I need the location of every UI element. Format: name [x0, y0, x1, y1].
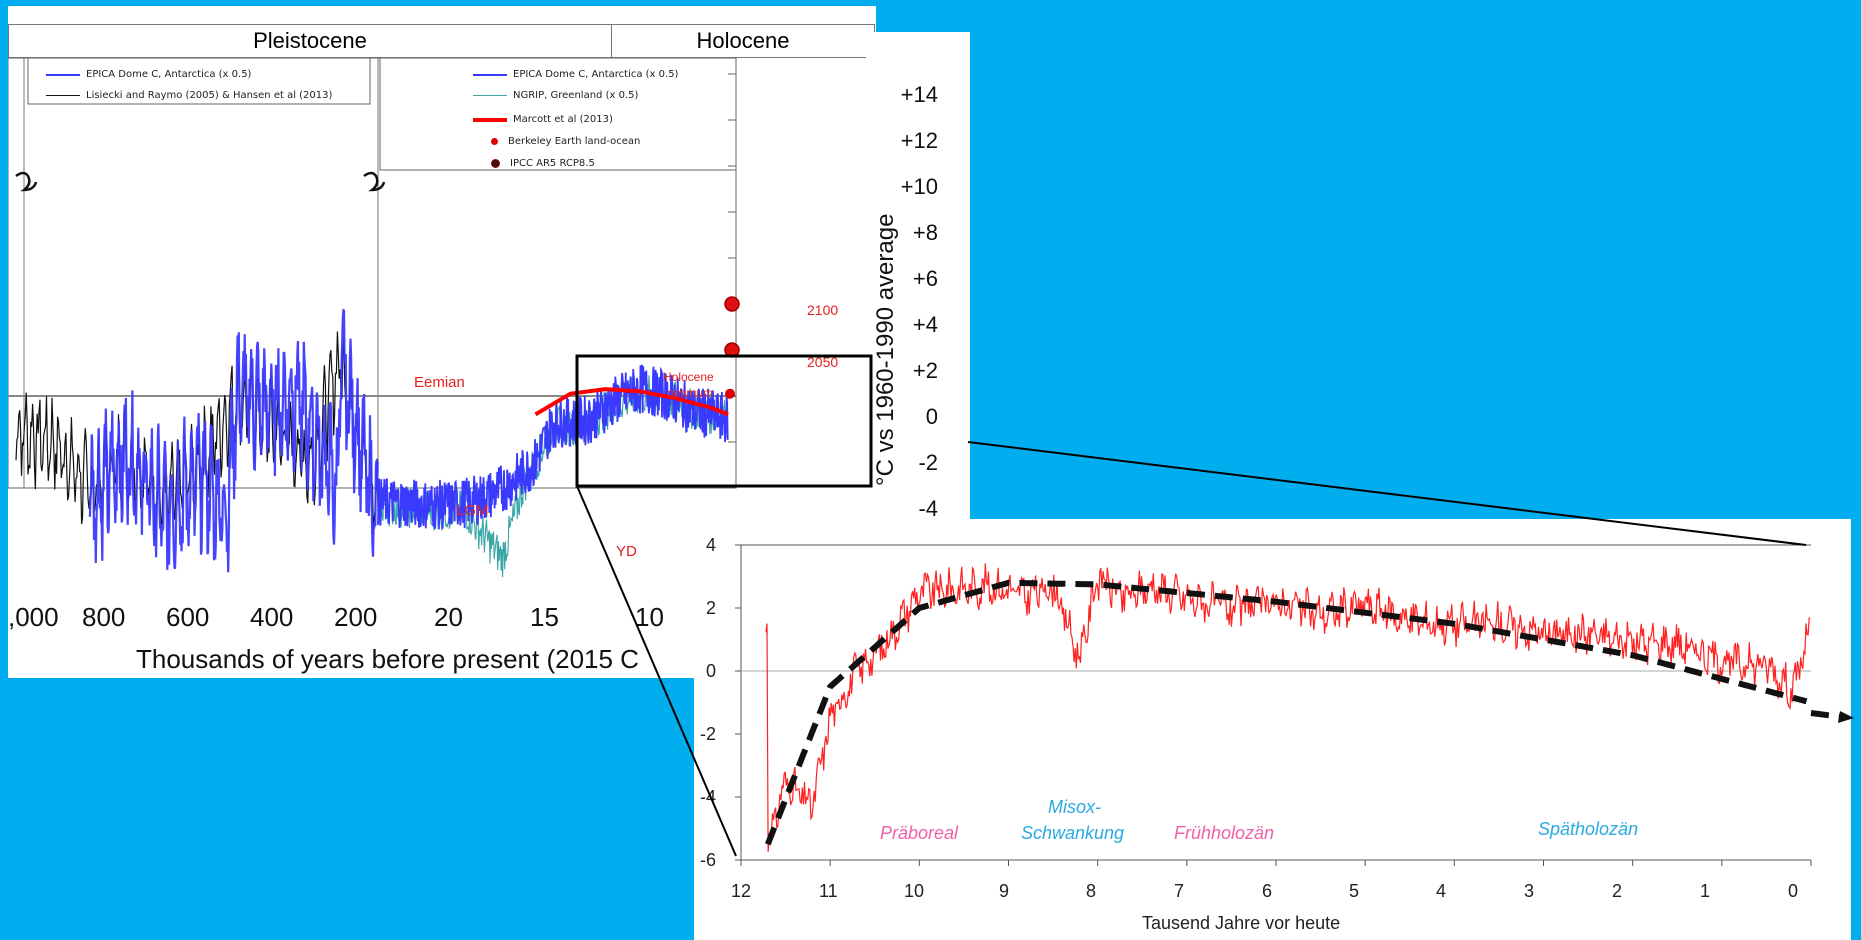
phase-label-misox-line2: Schwankung: [1021, 823, 1125, 843]
annotation-yd: YD: [616, 543, 637, 560]
inset-y-tick: -2: [700, 724, 717, 744]
legend-item-epica-left: EPICA Dome C, Antarctica (x 0.5): [46, 69, 251, 80]
y-tick-label: +2: [912, 358, 938, 383]
legend-right-frame: [379, 57, 737, 171]
y-tick-label: +6: [912, 266, 938, 291]
x-tick-label: 400: [250, 602, 294, 632]
x-tick-label: 200: [334, 602, 378, 632]
inset-x-tick: 1: [1700, 881, 1711, 901]
legend-item-ngrip: NGRIP, Greenland (x 0.5): [473, 90, 638, 101]
phase-label-praeboreal: Präboreal: [880, 823, 959, 843]
inset-series-red-line: [765, 563, 1811, 852]
inset-x-tick: 6: [1262, 881, 1273, 901]
ipcc-point-2100: [724, 296, 740, 312]
inset-trend-dashed-line: [765, 579, 1808, 846]
inset-x-tick: 11: [819, 881, 838, 901]
main-y-axis-panel: +14 +12 +10 +8 +6 +4 +2 0 -2 -4 -6 °C vs…: [866, 32, 970, 567]
inset-chart-svg: [735, 544, 1812, 866]
inset-x-tick: 0: [1788, 881, 1799, 901]
y-tick-label: 0: [925, 404, 938, 429]
inset-y-tick: -6: [700, 850, 717, 870]
annotation-holocene-optimum-line1: Holocene: [663, 370, 714, 384]
era-holocene-label: Holocene: [696, 28, 790, 53]
legend-left-frame: [27, 57, 371, 105]
inset-x-tick: 2: [1612, 881, 1623, 901]
inset-y-tick: 0: [706, 661, 717, 681]
annotation-2100: 2100: [807, 302, 839, 318]
main-y-axis-title: °C vs 1960-1990 average: [872, 213, 899, 486]
era-header-pleistocene: Pleistocene: [8, 24, 612, 58]
phase-label-misox-line1: Misox-: [1048, 797, 1101, 817]
inset-x-tick: 3: [1524, 881, 1535, 901]
main-chart-svg: [8, 57, 740, 578]
y-tick-label: -4: [918, 496, 938, 521]
inset-x-tick: 9: [999, 881, 1010, 901]
inset-x-tick: 7: [1174, 881, 1185, 901]
y-tick-label: +8: [912, 220, 938, 245]
axis-break-icon: [363, 171, 386, 192]
era-pleistocene-label: Pleistocene: [253, 28, 367, 53]
inset-x-tick: 12: [731, 881, 752, 901]
phase-label-spaetholozaen: Spätholozän: [1538, 819, 1639, 839]
legend-item-marcott: Marcott et al (2013): [473, 114, 613, 125]
inset-y-tick: -4: [700, 787, 717, 807]
inset-x-tick: 4: [1436, 881, 1447, 901]
y-tick-label: +10: [900, 174, 938, 199]
y-tick-label: -2: [918, 450, 938, 475]
legend-item-ipcc: IPCC AR5 RCP8.5: [473, 158, 595, 169]
legend-item-lisiecki: Lisiecki and Raymo (2005) & Hansen et al…: [46, 90, 332, 101]
y-tick-label: +14: [900, 82, 938, 107]
main-x-axis-title: Thousands of years before present (2015 …: [136, 644, 639, 674]
x-tick-label: 800: [82, 602, 126, 632]
legend-item-berkeley: Berkeley Earth land-ocean: [473, 136, 640, 147]
x-tick-label: 10: [635, 602, 664, 632]
x-tick-label: 20: [434, 602, 463, 632]
annotation-eemian: Eemian: [414, 374, 465, 391]
phase-label-fruehholozaen: Frühholozän: [1174, 823, 1275, 843]
x-tick-label: 15: [530, 602, 559, 632]
series-epica-pleistocene-line: [88, 308, 379, 573]
y-tick-label: +12: [900, 128, 938, 153]
x-tick-label: ,000: [8, 602, 59, 632]
legend-item-epica-right: EPICA Dome C, Antarctica (x 0.5): [473, 69, 678, 80]
axis-break-icon: [15, 171, 38, 192]
inset-y-tick: 2: [706, 598, 717, 618]
inset-x-axis-title: Tausend Jahre vor heute: [1142, 913, 1341, 933]
inset-x-tick: 8: [1086, 881, 1097, 901]
inset-x-tick: 5: [1349, 881, 1360, 901]
inset-y-tick: 4: [706, 535, 717, 555]
main-chart-panel: Pleistocene Holocene EPICA Dome C, Antar…: [8, 6, 876, 678]
inset-x-tick: 10: [904, 881, 925, 901]
inset-chart-panel: 4 2 0 -2 -4 -6 12 11 10 9 8 7 6 5 4 3 2 …: [694, 519, 1851, 940]
x-tick-label: 600: [166, 602, 210, 632]
ipcc-point-2050: [724, 342, 740, 358]
annotation-lgm: LGM: [456, 502, 489, 519]
annotation-2050: 2050: [807, 354, 839, 370]
berkeley-point: [725, 388, 735, 399]
annotation-holocene-optimum-line2: optimum: [667, 386, 714, 400]
y-tick-label: +4: [912, 312, 938, 337]
